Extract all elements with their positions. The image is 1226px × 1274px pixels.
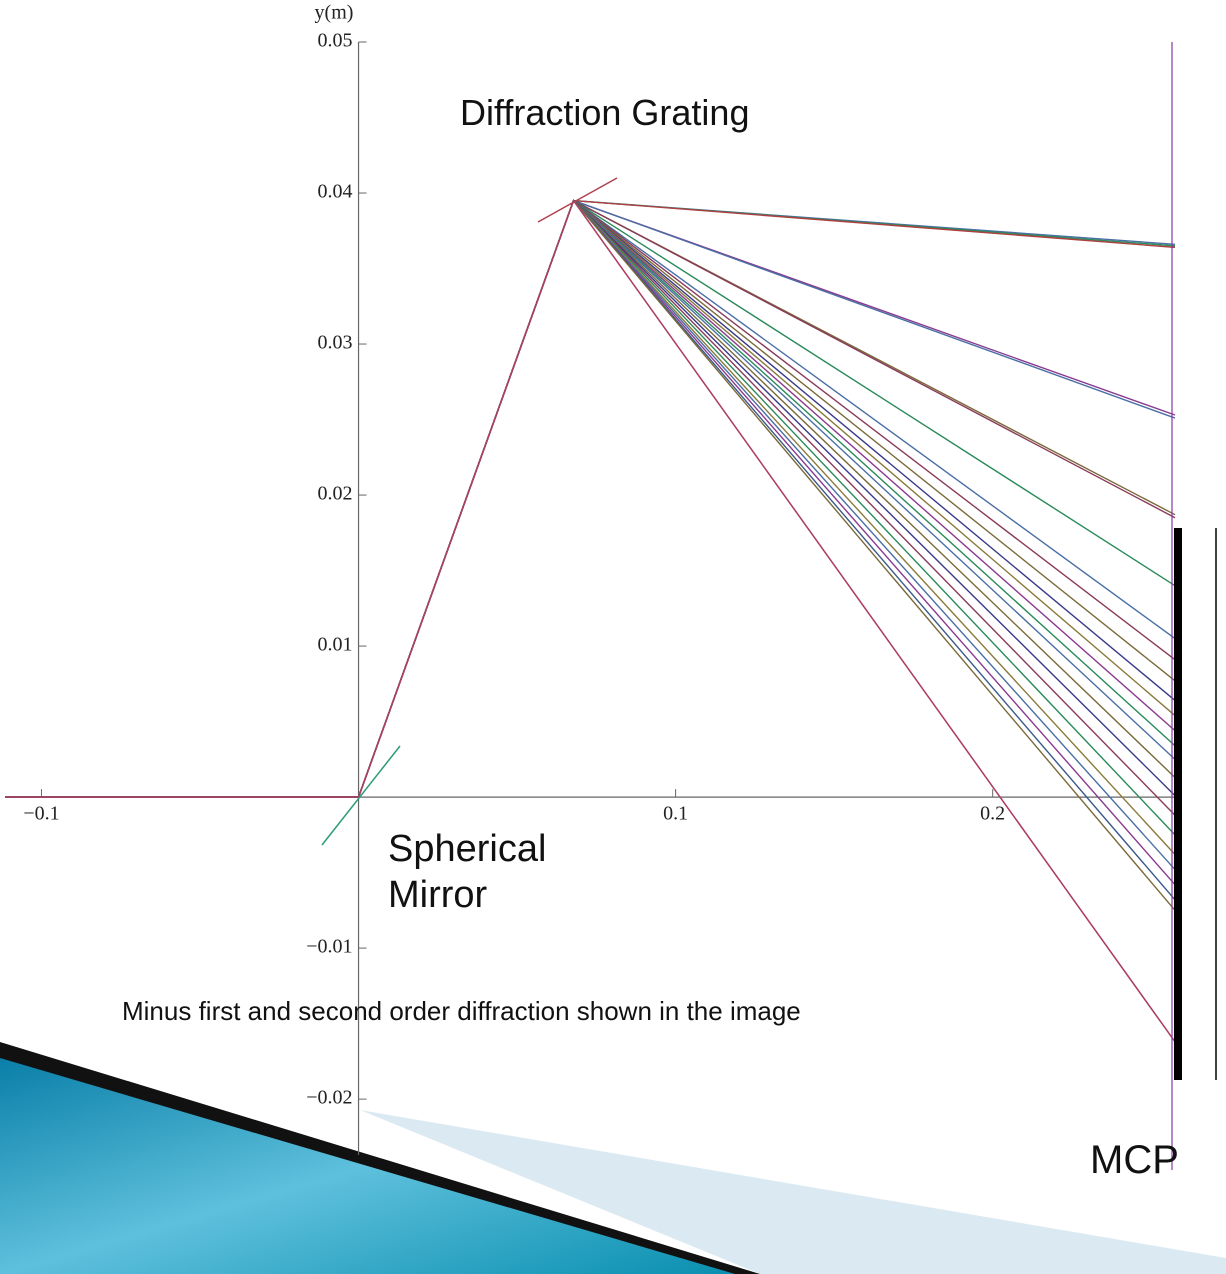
y-tick-label: −0.02 xyxy=(306,1087,352,1109)
ray xyxy=(5,201,1175,798)
ray xyxy=(5,201,1175,798)
x-tick-label: −0.1 xyxy=(23,803,59,825)
x-tick-label: 0.1 xyxy=(663,803,688,825)
x-tick-label: 0.2 xyxy=(980,803,1005,825)
y-tick-label: 0.05 xyxy=(318,30,353,52)
ray xyxy=(5,201,1175,798)
ray xyxy=(5,201,1175,798)
annotation: Spherical Mirror xyxy=(388,826,568,918)
annotation: MCP xyxy=(1090,1138,1179,1183)
ray xyxy=(5,201,1175,798)
ray xyxy=(5,201,1175,870)
y-tick-label: −0.01 xyxy=(306,936,352,958)
annotation: Diffraction Grating xyxy=(460,92,749,134)
y-tick-label: 0.03 xyxy=(318,332,353,354)
y-axis-label: y(m) xyxy=(315,2,354,24)
ray xyxy=(5,201,1175,798)
chart: −0.1 0.1 0.2 −0.02 −0.01 0.01 0.02 0.03 0.04 0.05… xyxy=(0,0,1226,1274)
ray xyxy=(5,201,1175,835)
axes: −0.1 0.1 0.2 −0.02 −0.01 0.01 0.02 0.03 0.04 0.05 xyxy=(5,30,1175,1155)
ray xyxy=(5,201,1175,798)
ray xyxy=(5,201,1175,798)
grating xyxy=(538,178,617,222)
ray xyxy=(5,201,1175,798)
page: {"chart_data": {"type": "line", "y_label… xyxy=(0,0,1226,1274)
ray xyxy=(5,201,1175,798)
ray xyxy=(5,201,1175,816)
ray xyxy=(5,201,1175,798)
ray xyxy=(5,201,1175,900)
y-tick-label: 0.01 xyxy=(318,634,353,656)
y-tick-label: 0.02 xyxy=(318,483,353,505)
ray xyxy=(5,201,1175,798)
ray xyxy=(5,201,1175,798)
ray xyxy=(5,201,1175,798)
ray xyxy=(5,201,1175,885)
ray xyxy=(5,201,1175,798)
ray xyxy=(5,201,1175,798)
ray xyxy=(5,201,1175,798)
annotation: Minus first and second order diffraction… xyxy=(122,996,801,1027)
ray xyxy=(5,201,1175,855)
ray xyxy=(5,201,1175,798)
y-tick-label: 0.04 xyxy=(318,181,353,203)
rays xyxy=(5,201,1175,1042)
